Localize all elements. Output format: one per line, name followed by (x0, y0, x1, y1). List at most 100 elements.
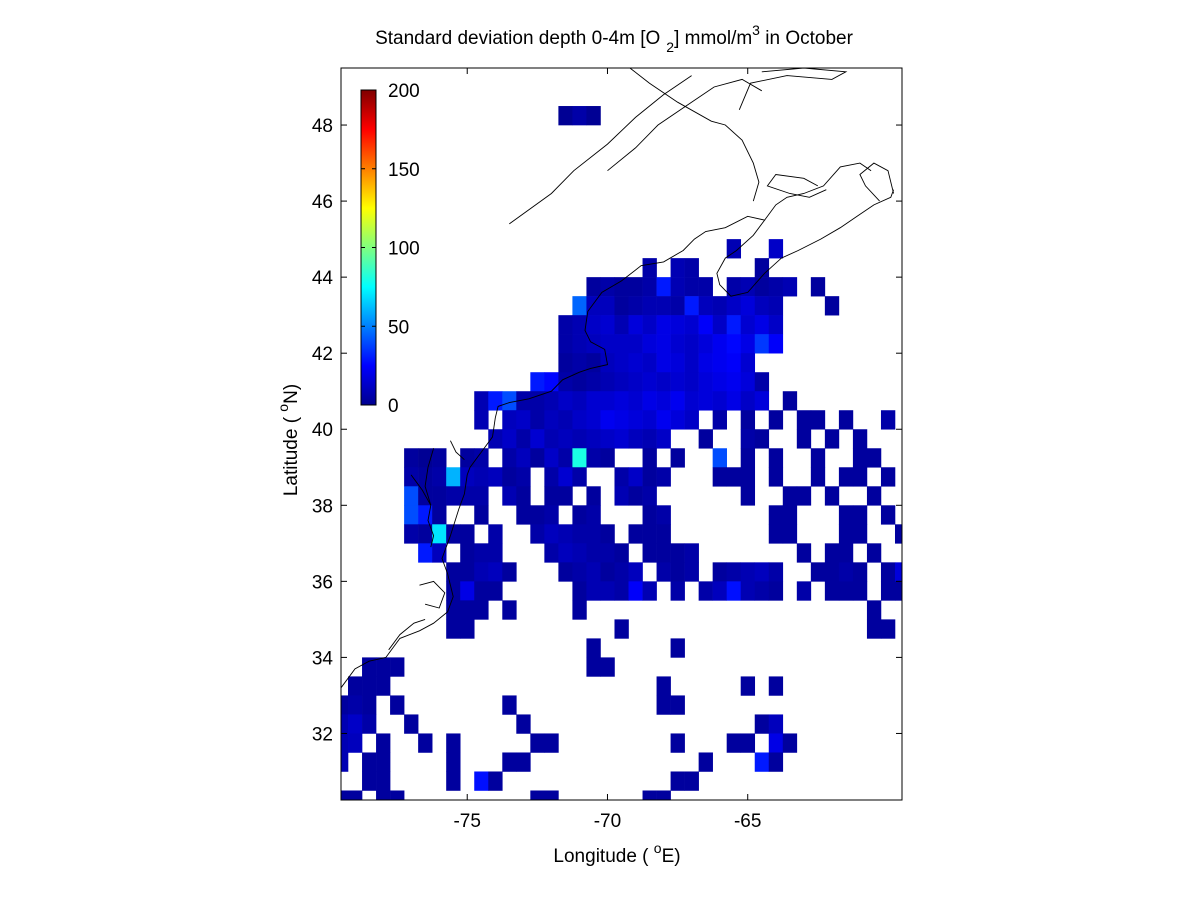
heatmap-cell (894, 562, 902, 582)
heatmap-cell (418, 467, 433, 487)
heatmap-cell (754, 258, 770, 278)
heatmap-cell (698, 296, 713, 316)
heatmap-cell (656, 372, 671, 392)
y-tick-label: 32 (312, 724, 333, 745)
heatmap-cell (628, 277, 643, 297)
heatmap-cell (810, 410, 826, 430)
heatmap-cell (460, 562, 475, 582)
heatmap-cell (754, 334, 770, 354)
heatmap-cell (740, 277, 756, 297)
heatmap-cell (516, 467, 531, 487)
heatmap-cell (404, 714, 419, 734)
heatmap-cell (754, 296, 770, 316)
heatmap-cell (740, 410, 756, 430)
heatmap-cell (474, 486, 489, 506)
heatmap-cell (460, 581, 475, 601)
heatmap-cell (586, 505, 601, 525)
heatmap-cell (628, 372, 643, 392)
heatmap-cell (670, 543, 685, 563)
heatmap-cell (656, 695, 671, 715)
heatmap-cell (768, 410, 784, 430)
heatmap-cell (614, 391, 629, 411)
heatmap-cell (838, 581, 854, 601)
heatmap-cell (572, 600, 587, 620)
heatmap-cell (488, 771, 503, 791)
heatmap-cell (670, 695, 685, 715)
heatmap-cell (754, 429, 770, 449)
heatmap-cell (558, 543, 573, 563)
heatmap-cell (474, 448, 489, 468)
heatmap-cell (600, 277, 615, 297)
heatmap-cell (670, 296, 685, 316)
heatmap-cell (558, 353, 573, 373)
heatmap-cell (558, 429, 573, 449)
heatmap-cell (726, 353, 742, 373)
heatmap-cell (446, 752, 461, 772)
heatmap-cell (740, 733, 756, 753)
heatmap-cell (446, 486, 461, 506)
heatmap-cell (418, 543, 433, 563)
heatmap-cell (600, 315, 615, 335)
heatmap-cell (740, 448, 756, 468)
heatmap-cell (726, 239, 742, 259)
heatmap-cell (740, 581, 756, 601)
coastline (341, 68, 895, 689)
heatmap-cell (516, 448, 531, 468)
heatmap-cell (460, 600, 475, 620)
heatmap-cell (824, 581, 840, 601)
heatmap-cell (376, 733, 391, 753)
heatmap-cell (628, 315, 643, 335)
coastline-path (449, 440, 465, 461)
heatmap-cell (572, 562, 587, 582)
heatmap-cell (572, 353, 587, 373)
heatmap-cell (432, 505, 447, 525)
heatmap-cell (586, 277, 601, 297)
heatmap-cell (726, 581, 742, 601)
heatmap-cell (796, 581, 812, 601)
heatmap-cell (502, 448, 517, 468)
heatmap-cell (768, 239, 784, 259)
heatmap-cell (880, 562, 896, 582)
heatmap-cell (572, 448, 587, 468)
heatmap-cell (782, 277, 798, 297)
heatmap-cell (684, 543, 699, 563)
heatmap-cell (754, 562, 770, 582)
heatmap-cell (838, 410, 854, 430)
coastline-path (764, 162, 872, 221)
heatmap-cell (614, 353, 629, 373)
heatmap-cell (712, 448, 727, 468)
heatmap-cell (824, 429, 840, 449)
heatmap-cell (698, 581, 713, 601)
coastline-path (629, 68, 760, 202)
heatmap-cell (768, 448, 784, 468)
heatmap-cell (544, 391, 559, 411)
heatmap-cell (628, 296, 643, 316)
heatmap-cell (866, 619, 882, 639)
heatmap-cell (740, 372, 756, 392)
heatmap-cell (530, 410, 545, 430)
heatmap-cell (754, 391, 770, 411)
heatmap-cell (376, 657, 391, 677)
heatmap-cell (670, 258, 685, 278)
heatmap-cell (712, 296, 727, 316)
heatmap-cell (656, 562, 671, 582)
heatmap-cell (600, 334, 615, 354)
heatmap-cell (642, 448, 657, 468)
heatmap-cell (698, 353, 713, 373)
heatmap-cell (474, 467, 489, 487)
heatmap-cell (684, 372, 699, 392)
heatmap-cell (656, 277, 671, 297)
heatmap-cell (698, 334, 713, 354)
heatmap-cell (810, 467, 826, 487)
heatmap-cell (628, 429, 643, 449)
heatmap-cell (614, 429, 629, 449)
heatmap-cell (712, 315, 727, 335)
heatmap-cell (838, 467, 854, 487)
coastline-path (766, 174, 827, 198)
heatmap-cell (530, 790, 545, 800)
heatmap-cell (684, 334, 699, 354)
heatmap-cell (740, 334, 756, 354)
heatmap-cell (558, 562, 573, 582)
heatmap-cell (544, 429, 559, 449)
coastline-path (607, 78, 763, 172)
